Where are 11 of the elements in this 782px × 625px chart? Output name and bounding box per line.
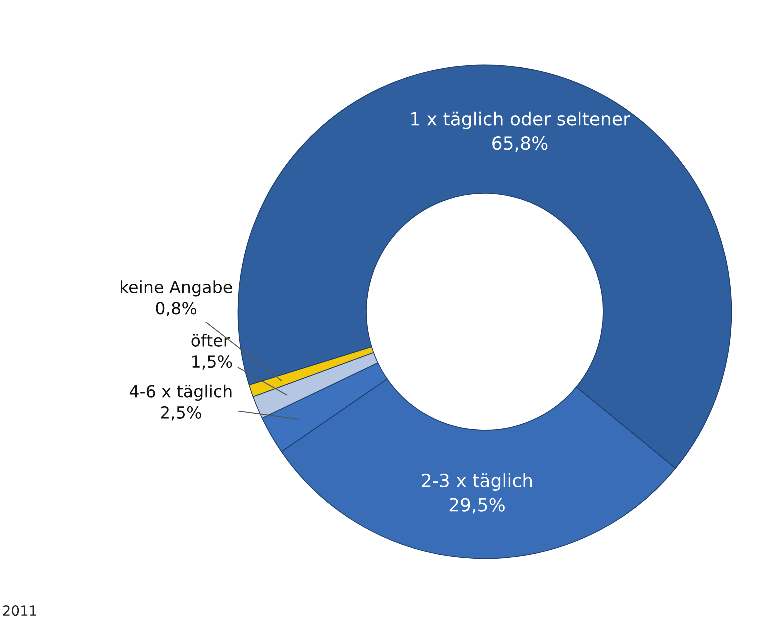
text: 2011 — [3, 606, 36, 616]
slice-label: öfter — [192, 334, 230, 347]
data-label: 2,5% — [161, 406, 202, 421]
slice-label: 2-3 x täglich — [422, 474, 532, 492]
data-label: 29,5% — [450, 498, 505, 514]
data-label: 1,5% — [192, 356, 232, 370]
slice-label: 1 x täglich oder seltener — [412, 112, 630, 130]
slice-label: 4-6 x täglich — [130, 384, 232, 402]
slice-label: keine Angabe — [121, 280, 232, 297]
data-label: 65,8% — [492, 136, 548, 152]
data-label: 0,8% — [156, 302, 197, 316]
